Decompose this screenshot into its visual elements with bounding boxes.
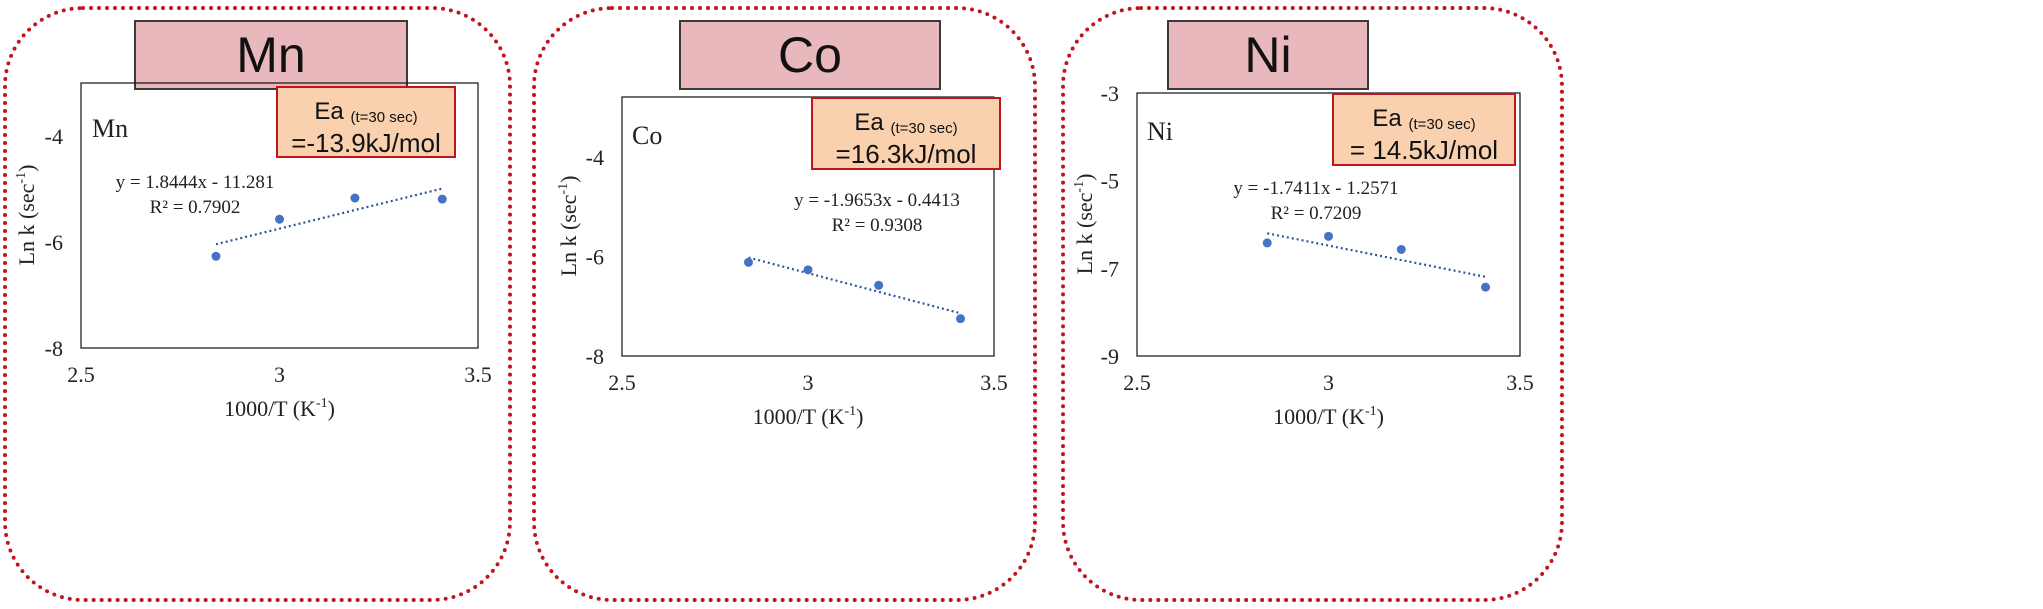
data-point <box>956 314 966 324</box>
ea-value: =16.3kJ/mol <box>835 139 977 169</box>
y-tick-label: -3 <box>1101 81 1119 106</box>
data-point <box>1324 231 1333 241</box>
plot-area <box>1136 92 1521 357</box>
data-point <box>1262 238 1272 248</box>
y-tick-label: -8 <box>586 344 604 369</box>
series-label: Mn <box>92 114 128 143</box>
ea-box: Ea (t=30 sec) =-13.9kJ/mol <box>276 86 456 158</box>
data-point <box>803 265 813 275</box>
panel-title: Ni <box>1167 20 1369 90</box>
y-tick-label: -9 <box>1101 344 1119 369</box>
ea-label: Ea <box>854 109 884 136</box>
x-tick-label: 3.5 <box>464 362 492 387</box>
ea-value: =-13.9kJ/mol <box>291 128 441 158</box>
y-tick-label: -4 <box>586 145 604 170</box>
trendline <box>215 187 443 246</box>
x-tick-label: 2.5 <box>67 362 95 387</box>
r-squared: R² = 0.7902 <box>150 197 241 218</box>
x-tick-label: 3 <box>803 370 814 395</box>
data-point <box>743 257 753 267</box>
panel-mn: Mn <box>3 6 512 602</box>
data-point <box>275 214 284 224</box>
x-tick-label: 3 <box>274 362 285 387</box>
data-point <box>1396 244 1406 254</box>
x-tick-label: 3.5 <box>980 370 1008 395</box>
ea-box: Ea (t=30 sec) = 14.5kJ/mol <box>1332 93 1516 166</box>
r-squared: R² = 0.9308 <box>832 215 923 236</box>
panel-title: Co <box>679 20 941 90</box>
ea-subscript: (t=30 sec) <box>1408 116 1476 133</box>
data-point <box>437 194 447 204</box>
x-tick-label: 3 <box>1323 370 1334 395</box>
data-point <box>350 193 360 203</box>
data-point <box>211 251 221 261</box>
panel-co: Co <box>532 6 1037 602</box>
ea-label: Ea <box>314 98 344 125</box>
y-tick-label: -7 <box>1101 256 1119 281</box>
x-axis-label: 1000/T (K-1) <box>1273 404 1384 429</box>
ea-subscript: (t=30 sec) <box>350 109 418 126</box>
trendline <box>1267 232 1486 278</box>
ea-label: Ea <box>1372 105 1402 132</box>
plot-area <box>621 96 995 357</box>
panel-title: Mn <box>134 20 408 90</box>
panel-ni: Ni <box>1061 6 1564 602</box>
y-tick-label: -5 <box>1101 169 1119 194</box>
x-tick-label: 2.5 <box>608 370 636 395</box>
x-tick-label: 3.5 <box>1506 370 1534 395</box>
trendline <box>748 256 961 315</box>
plot-area <box>80 82 479 349</box>
ea-box: Ea (t=30 sec) =16.3kJ/mol <box>811 97 1001 170</box>
ea-value: = 14.5kJ/mol <box>1349 135 1499 165</box>
data-point <box>874 280 884 290</box>
y-axis-label: Ln k (sec-1) <box>1072 174 1097 275</box>
data-point <box>1481 282 1491 292</box>
r-squared: R² = 0.7209 <box>1271 203 1362 224</box>
series-label: Co <box>632 121 662 150</box>
trendline-equation: y = -1.7411x - 1.2571 <box>1233 178 1398 199</box>
y-tick-label: -6 <box>586 244 604 269</box>
y-tick-label: -8 <box>45 336 63 361</box>
trendline-equation: y = -1.9653x - 0.4413 <box>794 190 960 211</box>
ea-subscript: (t=30 sec) <box>890 120 958 137</box>
y-tick-label: -4 <box>45 124 63 149</box>
y-tick-label: -6 <box>45 230 63 255</box>
x-tick-label: 2.5 <box>1123 370 1151 395</box>
series-label: Ni <box>1147 117 1173 146</box>
trendline-equation: y = 1.8444x - 11.281 <box>116 172 275 193</box>
